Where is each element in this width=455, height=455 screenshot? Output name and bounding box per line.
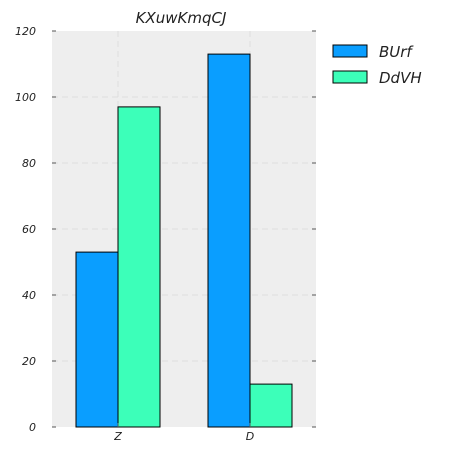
bar-DdVH-Z xyxy=(117,106,161,428)
y-tick-label: 60 xyxy=(22,223,36,236)
y-tick-label: 20 xyxy=(22,355,36,368)
legend-swatch-BUrf xyxy=(332,44,368,58)
bars xyxy=(75,53,293,428)
y-tick-label: 0 xyxy=(29,421,36,434)
x-tick-label: Z xyxy=(113,430,122,443)
y-tick-label: 100 xyxy=(15,91,36,104)
chart-title: KXuwKmqCJ xyxy=(136,9,227,27)
legend: BUrf DdVH xyxy=(332,43,422,87)
y-axis: 0 20 40 60 80 100 120 xyxy=(15,25,316,434)
bar-BUrf-D xyxy=(207,53,251,428)
y-tick-label: 120 xyxy=(15,25,36,38)
legend-label-BUrf: BUrf xyxy=(379,43,414,61)
y-tick-label: 80 xyxy=(22,157,36,170)
bar-DdVH-D xyxy=(249,383,293,428)
legend-swatch-DdVH xyxy=(332,70,368,84)
bar-BUrf-Z xyxy=(75,251,119,428)
x-tick-label: D xyxy=(246,430,254,443)
legend-label-DdVH: DdVH xyxy=(379,69,422,87)
y-tick-label: 40 xyxy=(22,289,36,302)
